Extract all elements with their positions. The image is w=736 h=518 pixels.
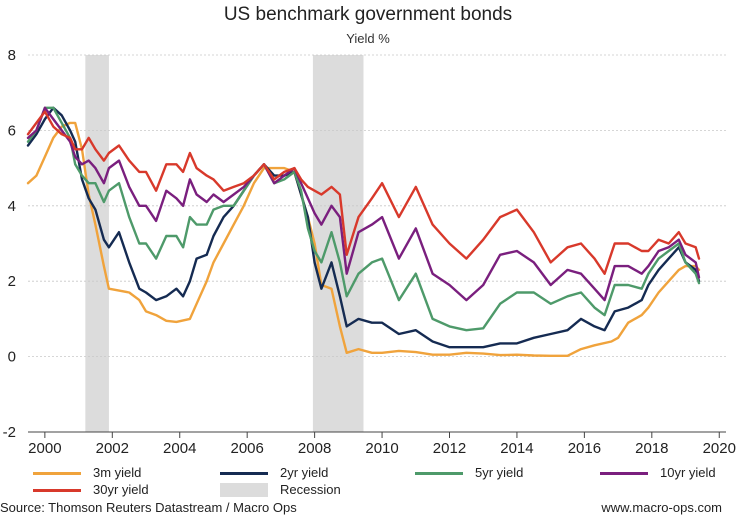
legend-label-2yr: 2yr yield [280,465,329,480]
x-tick-label-6: 2012 [433,440,466,457]
legend-swatch-30yr [33,489,81,492]
legend-label-5yr: 5yr yield [475,465,524,480]
x-tick-label-4: 2008 [298,440,331,457]
series-line-30yr-yield [26,110,701,275]
y-tick-label-1: 0 [8,349,16,366]
y-tick-label-5: 8 [8,47,16,64]
website-credit: www.macro-ops.com [601,500,722,515]
legend-label-30yr: 30yr yield [93,482,149,497]
legend-swatch-2yr [220,472,268,475]
x-tick-label-2: 2004 [163,440,196,457]
y-tick-label-2: 2 [8,273,16,290]
chart-title: US benchmark government bonds [223,4,513,25]
x-tick-label-9: 2018 [635,440,668,457]
legend-label-10yr: 10yr yield [660,465,716,480]
series-line-5yr-yield [26,106,701,332]
y-tick-label-0: -2 [3,424,16,441]
legend-swatch-3m [33,472,81,475]
series-layer [26,106,701,357]
y-tick-label-4: 6 [8,122,16,139]
legend-swatch-recession [220,483,268,497]
x-tick-label-7: 2014 [500,440,533,457]
x-tick-label-3: 2006 [230,440,263,457]
source-note: Source: Thomson Reuters Datastream / Mac… [0,500,297,515]
legend-label-recession: Recession [280,482,341,497]
x-tick-label-1: 2002 [96,440,129,457]
x-tick-label-0: 2000 [28,440,61,457]
legend-swatch-10yr [600,472,648,475]
x-tick-label-10: 2020 [703,440,736,457]
y-tick-label-3: 4 [8,198,16,215]
x-tick-label-8: 2016 [568,440,601,457]
recession-layer [85,55,364,432]
legend-swatch-5yr [415,472,463,475]
x-tick-label-5: 2010 [365,440,398,457]
legend-label-3m: 3m yield [93,465,142,480]
recession-band-0 [85,55,109,432]
series-line-10yr-yield [26,106,701,302]
chart-subtitle: Yield % [346,31,390,46]
axis-layer: -2 0 2 4 6 8 2000 2002 2004 2006 2008 2010 2012 2014 2… [3,47,736,457]
